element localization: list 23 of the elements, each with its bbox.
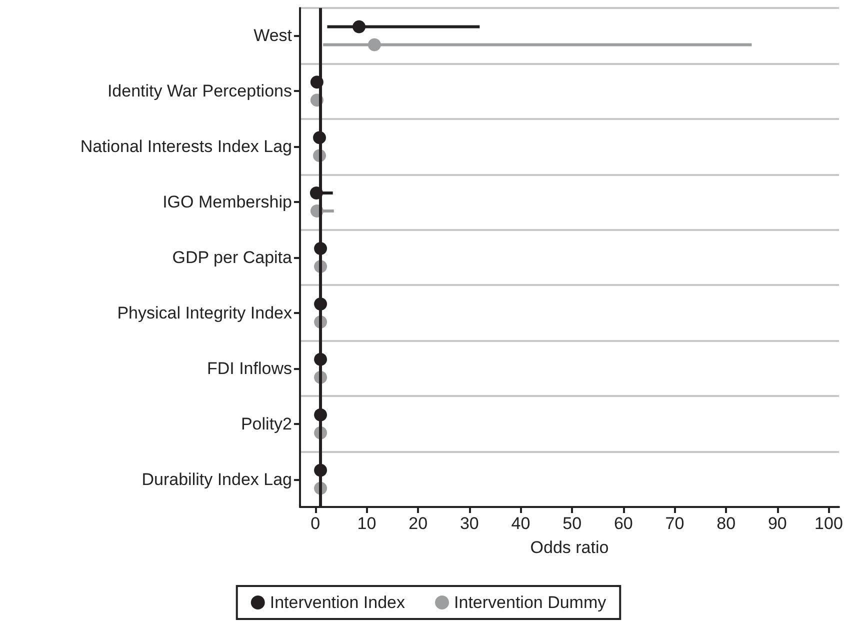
x-tick-label: 0 — [310, 514, 320, 533]
x-tick-label: 10 — [357, 514, 376, 533]
x-tick-label: 50 — [562, 514, 582, 533]
x-tick-label: 60 — [614, 514, 633, 533]
x-tick-label: 30 — [460, 514, 479, 533]
x-tick-label: 100 — [814, 514, 843, 533]
legend-label: Intervention Index — [270, 593, 406, 612]
y-tick-label: Identity War Perceptions — [107, 82, 292, 101]
y-tick-label: IGO Membership — [162, 192, 292, 212]
y-tick-label: GDP per Capita — [172, 248, 293, 267]
x-tick-label: 20 — [408, 514, 428, 533]
y-tick-label: Durability Index Lag — [142, 470, 292, 489]
x-tick-label: 90 — [768, 514, 787, 533]
x-tick-label: 40 — [511, 514, 530, 533]
x-axis-title: Odds ratio — [530, 538, 609, 557]
x-tick-label: 80 — [716, 514, 736, 533]
legend-label: Intervention Dummy — [454, 593, 607, 612]
x-tick-label: 70 — [665, 514, 684, 533]
y-tick-label: National Interests Index Lag — [80, 137, 292, 156]
y-tick-label: Physical Integrity Index — [117, 303, 292, 322]
y-tick-label: FDI Inflows — [206, 358, 292, 378]
y-tick-label: Polity2 — [240, 414, 292, 434]
y-tick-label: West — [254, 26, 292, 46]
